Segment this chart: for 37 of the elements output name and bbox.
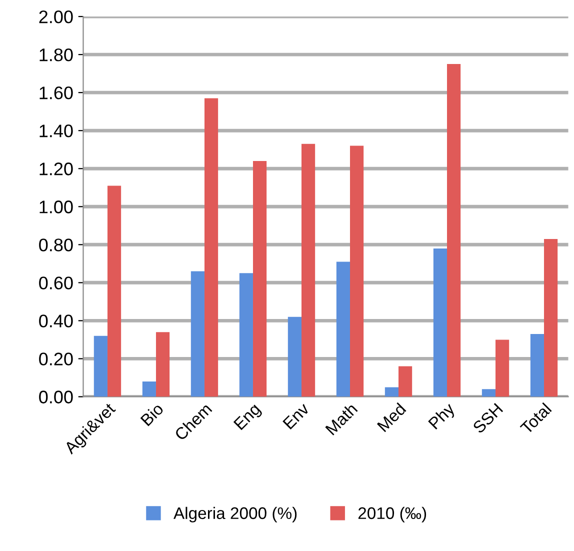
y-tick-label: 1.00 bbox=[40, 200, 73, 214]
legend-label: Algeria 2000 (%) bbox=[174, 506, 297, 522]
y-tick-label: 1.60 bbox=[40, 86, 73, 100]
legend-label: 2010 (‰) bbox=[358, 506, 426, 522]
bar bbox=[544, 238, 558, 397]
bar bbox=[239, 273, 253, 397]
y-tick-label: 0.60 bbox=[39, 276, 73, 290]
bar bbox=[107, 186, 122, 397]
bar bbox=[288, 316, 302, 397]
y-tick-label: 0.40 bbox=[39, 314, 73, 328]
y-tick-label: 0.80 bbox=[39, 238, 73, 252]
y-tick-label: 2.00 bbox=[39, 10, 73, 24]
bar bbox=[384, 387, 398, 397]
bar bbox=[398, 366, 412, 397]
bar bbox=[252, 161, 267, 397]
bar bbox=[204, 98, 218, 397]
bar bbox=[530, 334, 544, 397]
bar bbox=[301, 144, 316, 397]
bar bbox=[190, 271, 204, 397]
bar bbox=[496, 340, 510, 397]
bar bbox=[447, 64, 461, 397]
bar bbox=[142, 382, 156, 397]
y-tick-label: 1.40 bbox=[40, 124, 73, 138]
y-tick-label: 1.80 bbox=[40, 48, 73, 62]
bar bbox=[482, 389, 496, 397]
bar bbox=[336, 262, 350, 397]
bar bbox=[94, 336, 108, 397]
x-tick-label: Bio bbox=[140, 402, 164, 426]
x-tick-label: Env bbox=[282, 402, 310, 430]
y-tick-label: 1.20 bbox=[40, 162, 73, 176]
bar bbox=[350, 146, 364, 397]
bar bbox=[433, 248, 448, 397]
y-tick-label: 0.00 bbox=[39, 390, 73, 404]
x-tick-label: Eng bbox=[233, 402, 264, 433]
bar bbox=[156, 332, 170, 397]
x-tick-label: Phy bbox=[428, 402, 458, 432]
y-tick-label: 0.20 bbox=[39, 352, 73, 366]
